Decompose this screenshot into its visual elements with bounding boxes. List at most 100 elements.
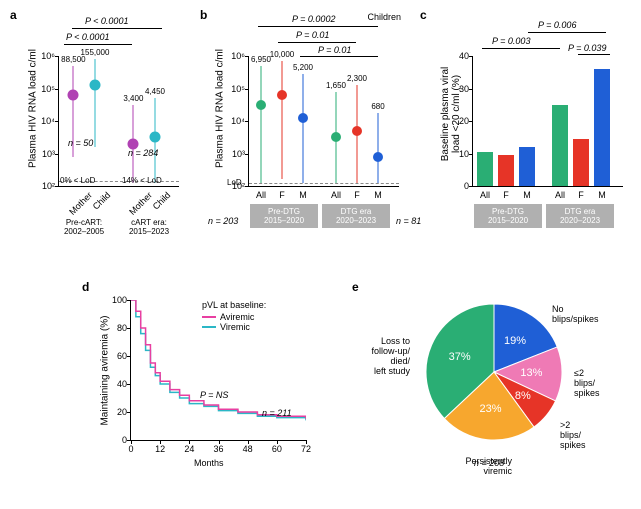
x-axis-label: Months — [194, 458, 224, 468]
p-value: P = 0.0002 — [292, 14, 335, 24]
legend-swatch — [202, 316, 216, 318]
n-label: n = 284 — [128, 148, 158, 158]
data-point — [352, 126, 362, 136]
error-bar — [378, 113, 379, 183]
p-value: P = 0.039 — [568, 43, 606, 53]
p-value: P = 0.01 — [296, 30, 329, 40]
x-label: All — [331, 190, 341, 200]
panel-letter: c — [420, 8, 427, 22]
pie-label: No blips/spikes — [552, 304, 612, 324]
value-label: 2,300 — [347, 74, 367, 83]
bar — [594, 69, 610, 186]
x-tick: 72 — [301, 444, 311, 454]
legend: pVL at baseline: Aviremic Viremic — [202, 300, 266, 332]
legend-label: Viremic — [220, 322, 250, 332]
x-tick: 0 — [128, 444, 133, 454]
data-point — [331, 132, 341, 142]
n-label: n = 50 — [68, 138, 93, 148]
x-label: M — [374, 190, 382, 200]
x-label: M — [523, 190, 531, 200]
svg-text:37%: 37% — [449, 351, 471, 363]
legend-title: pVL at baseline: — [202, 300, 266, 310]
value-label: 88,500 — [61, 55, 85, 64]
n-label: n = 203 — [208, 216, 238, 226]
sig-bar — [528, 32, 606, 33]
x-tick: 60 — [272, 444, 282, 454]
lod-label: LoD — [227, 178, 242, 187]
era-box: DTG era 2020–2023 — [546, 204, 614, 228]
x-label: F — [354, 190, 360, 200]
error-bar — [95, 59, 96, 147]
error-bar — [261, 66, 262, 183]
panel-b: b Children Plasma HIV RNA load c/ml 10²1… — [200, 8, 405, 248]
era-label: Pre-cART: 2002–2005 — [56, 218, 112, 236]
svg-text:8%: 8% — [515, 390, 531, 402]
n-label: n = 81 — [396, 216, 421, 226]
p-value: P < 0.0001 — [85, 16, 128, 26]
x-tick: 36 — [213, 444, 223, 454]
panel-letter: e — [352, 280, 359, 294]
bar — [552, 105, 568, 186]
data-point — [256, 100, 266, 110]
pie-label: ≤2 blips/ spikes — [574, 368, 634, 398]
data-point — [68, 90, 79, 101]
bar — [519, 147, 535, 186]
svg-text:23%: 23% — [479, 403, 501, 415]
value-label: 155,000 — [81, 48, 110, 57]
era-box: Pre-DTG 2015–2020 — [250, 204, 318, 228]
x-label: F — [578, 190, 584, 200]
pie-label: Persistently viremic — [452, 456, 512, 476]
legend-label: Aviremic — [220, 312, 254, 322]
x-label: M — [299, 190, 307, 200]
bar — [498, 155, 514, 186]
panel-a: a Plasma HIV RNA load c/ml 10²10³10⁴10⁵1… — [10, 8, 185, 248]
x-label: All — [256, 190, 266, 200]
value-label: 10,000 — [270, 50, 294, 59]
value-label: 1,650 — [326, 81, 346, 90]
error-bar — [303, 74, 304, 183]
sig-bar — [482, 48, 560, 49]
n-label: n = 211 — [262, 408, 292, 418]
error-bar — [282, 61, 283, 179]
legend-item: Aviremic — [202, 312, 266, 322]
data-point — [90, 79, 101, 90]
panel-e: e 37%19%13%8%23% n = 208 Loss to follow-… — [352, 280, 632, 495]
svg-text:13%: 13% — [520, 367, 542, 379]
plot-area: 10²10³10⁴10⁵10⁶LoD6,95010,0005,2001,6502… — [248, 56, 399, 187]
y-axis-label: Maintaining aviremia (%) — [100, 296, 111, 446]
era-label: cART era: 2015–2023 — [118, 218, 180, 236]
pie-chart: 37%19%13%8%23% — [414, 292, 574, 452]
p-value: P = 0.003 — [492, 36, 530, 46]
x-label: All — [480, 190, 490, 200]
legend-item: Viremic — [202, 322, 266, 332]
sig-bar — [72, 28, 162, 29]
value-label: 3,400 — [123, 94, 143, 103]
value-label: 5,200 — [293, 63, 313, 72]
era-box: Pre-DTG 2015–2020 — [474, 204, 542, 228]
x-label: F — [503, 190, 509, 200]
x-tick: 12 — [155, 444, 165, 454]
data-point — [150, 131, 161, 142]
lod-line — [249, 183, 399, 184]
value-label: 4,450 — [145, 87, 165, 96]
value-label: 680 — [371, 102, 384, 111]
sig-bar — [258, 26, 378, 27]
data-point — [373, 152, 383, 162]
data-point — [298, 113, 308, 123]
pie-label: Loss to follow-up/ died/ left study — [350, 336, 410, 376]
data-point — [277, 90, 287, 100]
panel-letter: b — [200, 8, 207, 22]
x-label: Child — [91, 190, 113, 212]
pie-label: >2 blips/ spikes — [560, 420, 620, 450]
legend-swatch — [202, 326, 216, 328]
p-value: P = 0.006 — [538, 20, 576, 30]
panel-d: d Maintaining aviremia (%) 0204060801000… — [82, 280, 337, 490]
lod-label: 14% < LoD — [122, 176, 162, 185]
sig-bar — [278, 42, 356, 43]
panel-title: Children — [367, 12, 401, 22]
sig-bar — [64, 44, 132, 45]
x-label: F — [279, 190, 285, 200]
x-label: M — [598, 190, 606, 200]
p-value: P = 0.01 — [318, 45, 351, 55]
bar — [477, 152, 493, 186]
